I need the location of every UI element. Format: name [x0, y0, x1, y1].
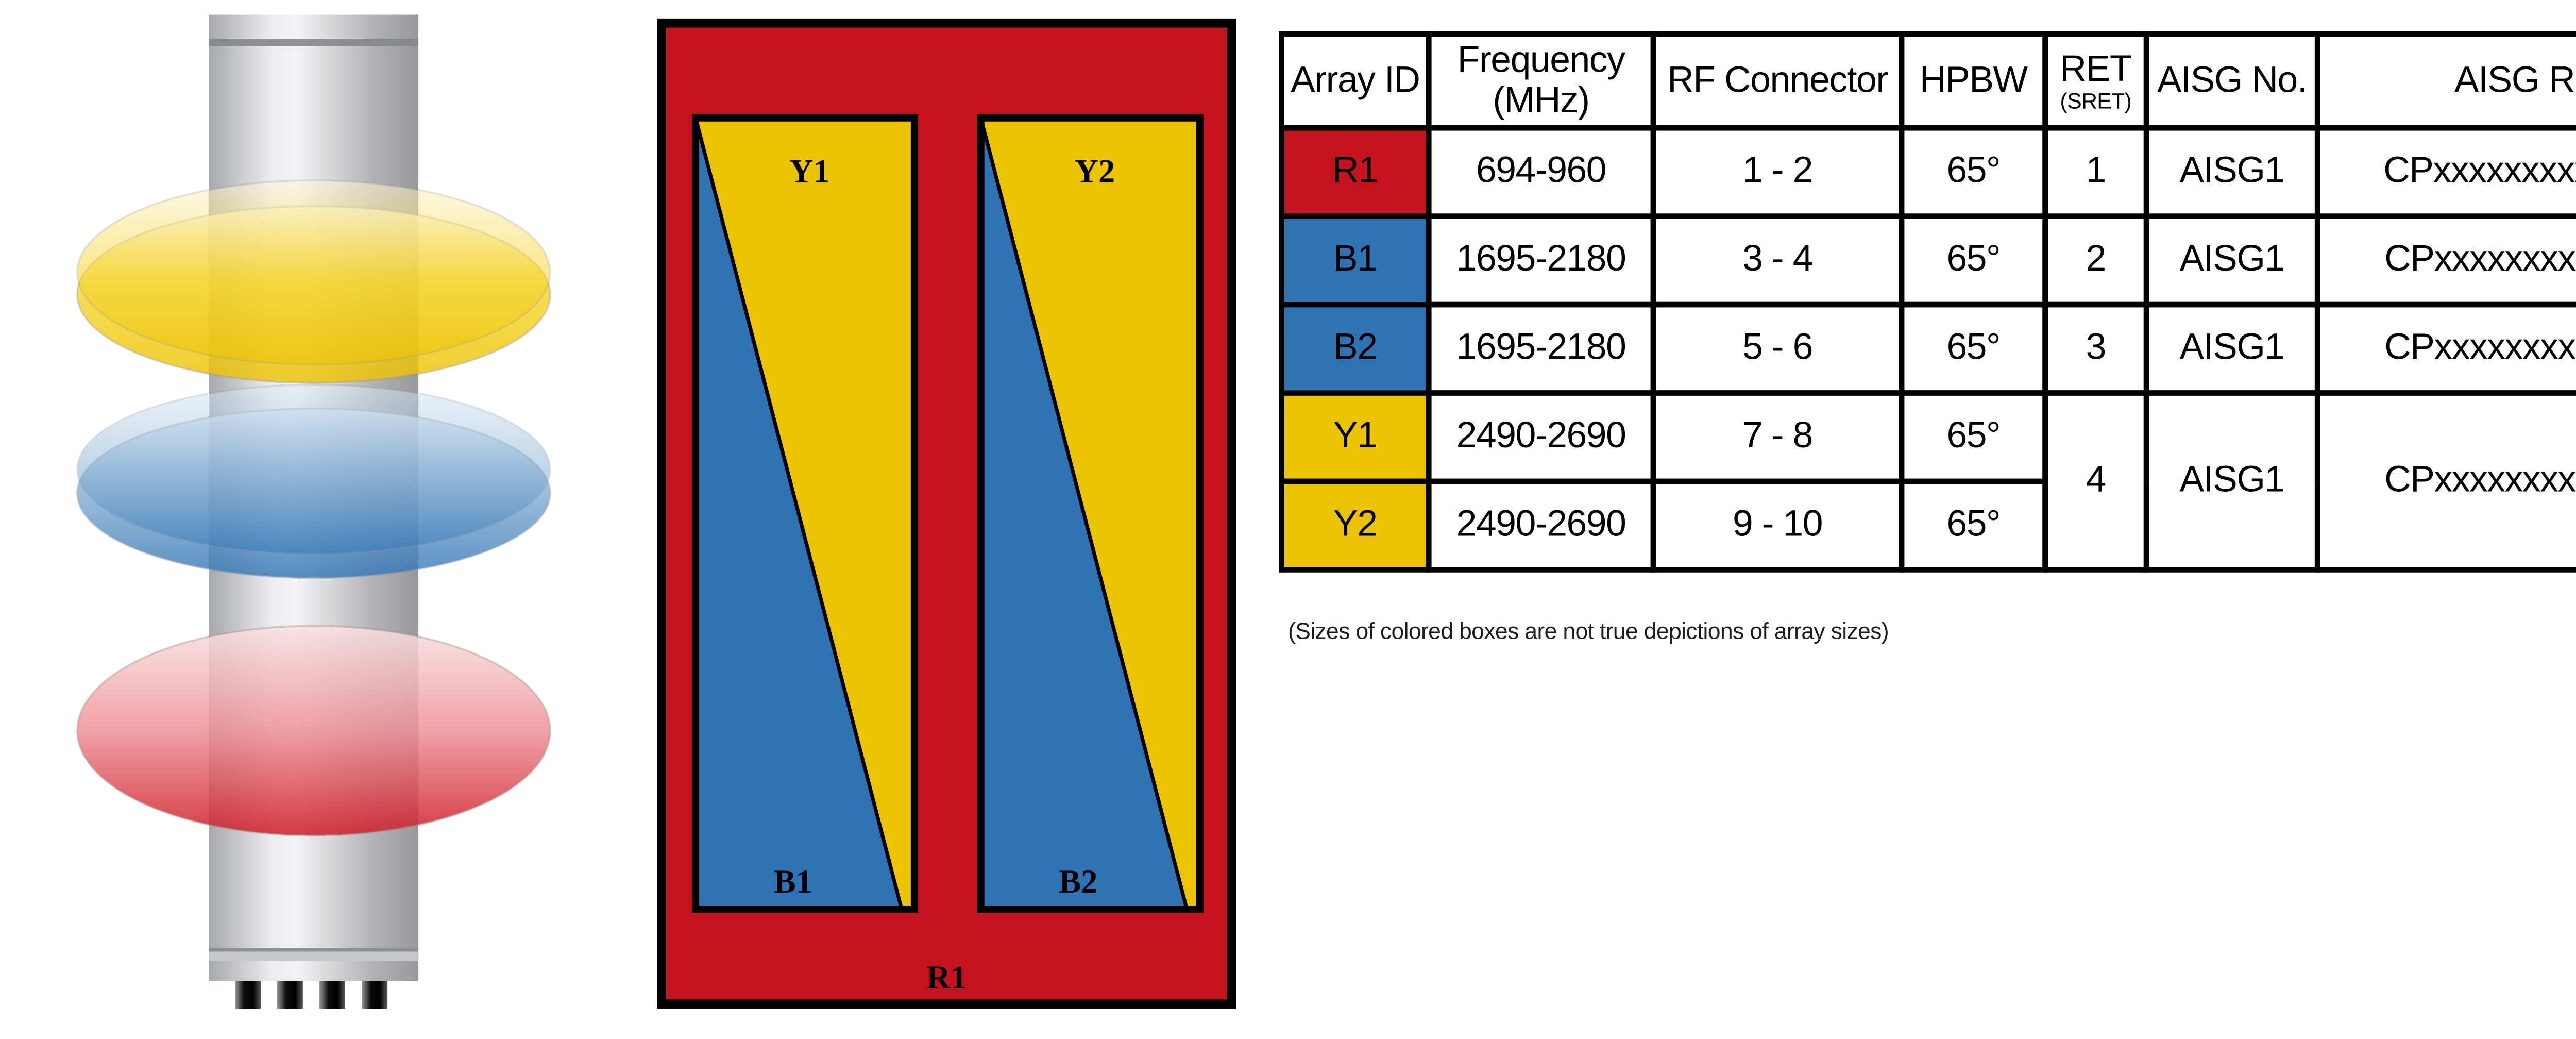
- r1-label: R1: [926, 959, 967, 996]
- cell-b1-hpbw: 65°: [1899, 213, 2048, 308]
- cell-r1-aisg-no: AISG1: [2143, 125, 2320, 219]
- y2-label: Y2: [1075, 153, 1115, 190]
- cell-b1-array-id: B1: [1279, 213, 1432, 308]
- antenna-top-band: [209, 39, 419, 46]
- panel-1-border: [691, 114, 919, 913]
- col-header-aisg-no: AISG No.: [2143, 31, 2320, 131]
- cell-y1-frequency: 2490-2690: [1426, 390, 1656, 484]
- cell-b2-ret: 3: [2042, 301, 2149, 396]
- cell-y1y2-aisg-no-merged: AISG1: [2143, 390, 2320, 573]
- ret-header-sub: (SRET): [2060, 87, 2132, 113]
- table-row-b1: B1 1695-2180 3 - 4 65° 2 AISG1 CPxxxxxxx…: [1279, 213, 2576, 308]
- blue-beam-disc: [76, 383, 551, 579]
- cell-b2-aisg-ret-uid: CPxxxxxxxxxxxxxxxxB2: [2314, 301, 2576, 396]
- cell-y2-rf-connector: 9 - 10: [1650, 478, 1905, 573]
- cell-b1-ret: 2: [2042, 213, 2149, 308]
- b2-label: B2: [1059, 863, 1097, 900]
- cell-y1-array-id: Y1: [1279, 390, 1432, 484]
- cell-r1-hpbw: 65°: [1899, 125, 2048, 219]
- cell-b1-frequency: 1695-2180: [1426, 213, 1656, 308]
- antenna-bottom-band: [209, 948, 419, 952]
- cell-b2-hpbw: 65°: [1899, 301, 2048, 396]
- cell-b1-aisg-no: AISG1: [2143, 213, 2320, 308]
- cell-b2-array-id: B2: [1279, 301, 1432, 396]
- y1-label: Y1: [789, 153, 830, 190]
- antenna-base: [209, 951, 419, 961]
- array-panel-2: Y2 B2: [977, 114, 1204, 913]
- antenna-illustration: [76, 14, 551, 1009]
- red-beam-disc: [76, 625, 551, 837]
- cell-r1-aisg-ret-uid: CPxxxxxxxxxxxxxxxxR1: [2314, 125, 2576, 219]
- b1-label: B1: [774, 863, 812, 900]
- cell-r1-rf-connector: 1 - 2: [1650, 125, 1905, 219]
- spec-table: Array ID Frequency (MHz) RF Connector HP…: [1279, 31, 2576, 573]
- table-row-y1: Y1 2490-2690 7 - 8 65° 4 AISG1 CPxxxxxxx…: [1279, 390, 2576, 573]
- col-header-aisg-ret-uid: AISG RET UID: [2314, 31, 2576, 131]
- cell-r1-frequency: 694-960: [1426, 125, 1656, 219]
- antenna-connectors: [235, 981, 388, 1009]
- col-header-frequency: Frequency (MHz): [1426, 31, 1656, 131]
- cell-y2-hpbw: 65°: [1899, 478, 2048, 573]
- cell-y1y2-aisg-ret-uid-merged: CPxxxxxxxxxxxxxxxxY1: [2314, 390, 2576, 573]
- size-disclaimer-caption: (Sizes of colored boxes are not true dep…: [1288, 618, 1889, 644]
- col-header-ret: RET (SRET): [2042, 31, 2149, 131]
- frequency-header-line2: (MHz): [1493, 81, 1590, 122]
- cell-y1y2-ret-merged: 4: [2042, 390, 2149, 573]
- cell-r1-array-id: R1: [1279, 125, 1432, 219]
- array-panel-1: Y1 B1: [691, 114, 919, 913]
- cell-b1-rf-connector: 3 - 4: [1650, 213, 1905, 308]
- cell-r1-ret: 1: [2042, 125, 2149, 219]
- ret-header-main: RET: [2060, 48, 2132, 90]
- cell-y1-hpbw: 65°: [1899, 390, 2048, 484]
- table-row-b2: B2 1695-2180 5 - 6 65° 3 AISG1 CPxxxxxxx…: [1279, 301, 2576, 396]
- array-diagram: Y1 B1 Y2 B2 R1: [657, 18, 1236, 1009]
- cell-y2-array-id: Y2: [1279, 478, 1432, 573]
- cell-b2-rf-connector: 5 - 6: [1650, 301, 1905, 396]
- cell-y2-frequency: 2490-2690: [1426, 478, 1656, 573]
- frequency-header-line1: Frequency: [1457, 40, 1625, 80]
- col-header-array-id: Array ID: [1279, 31, 1432, 131]
- table-row-y2: Y2 2490-2690 9 - 10 65°: [1279, 478, 2576, 573]
- header-row: Array ID Frequency (MHz) RF Connector HP…: [1279, 31, 2576, 131]
- cell-y1-rf-connector: 7 - 8: [1650, 390, 1905, 484]
- table-row-r1: R1 694-960 1 - 2 65° 1 AISG1 CPxxxxxxxxx…: [1279, 125, 2576, 219]
- col-header-rf-connector: RF Connector: [1650, 31, 1905, 131]
- col-header-hpbw: HPBW: [1899, 31, 2048, 131]
- yellow-beam-disc: [76, 179, 551, 384]
- panel-2-border: [977, 114, 1204, 913]
- cell-b2-frequency: 1695-2180: [1426, 301, 1656, 396]
- cell-b2-aisg-no: AISG1: [2143, 301, 2320, 396]
- cell-b1-aisg-ret-uid: CPxxxxxxxxxxxxxxxxB1: [2314, 213, 2576, 308]
